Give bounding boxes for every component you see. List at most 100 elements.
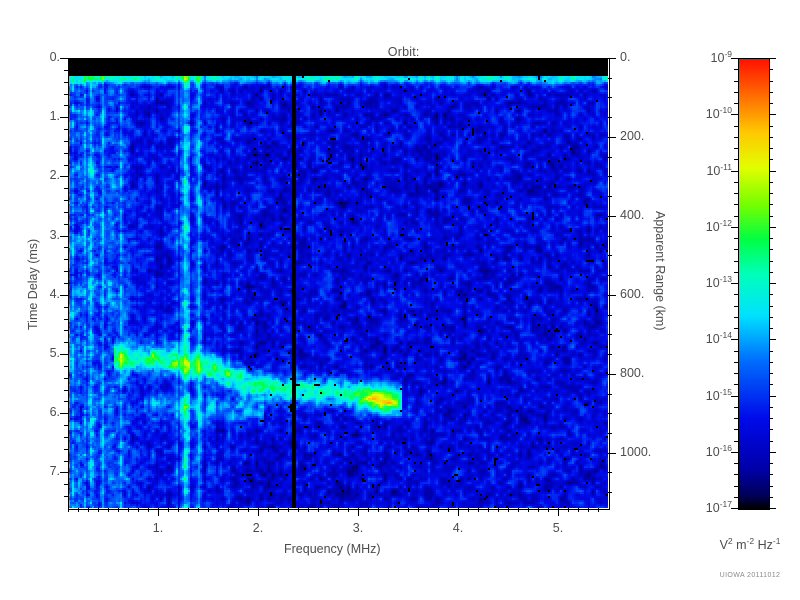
left-tick-minor [64,283,68,284]
colorbar-tick-major-right [769,58,776,59]
right-tick-major [608,137,616,138]
bottom-tick-minor [338,508,339,512]
colorbar-tick-minor [734,328,738,329]
colorbar-tick-minor-right [769,441,773,442]
bottom-tick-major [358,508,359,516]
right-tick-label: 1000. [620,445,652,459]
left-tick-minor [64,212,68,213]
colorbar-tick-major [731,58,738,59]
right-tick-minor [608,394,612,395]
colorbar-tick-minor-right [769,204,773,205]
colorbar-tick-minor-right [769,429,773,430]
bottom-tick-label: 2. [252,521,264,535]
colorbar-tick-minor-right [769,362,773,363]
right-tick-minor [608,472,612,473]
colorbar-tick-label: 10-15 [705,387,732,404]
bottom-tick-minor [218,508,219,512]
bottom-tick-minor [188,508,189,512]
right-tick-major [608,374,616,375]
colorbar-tick-minor [734,474,738,475]
left-tick-minor [64,271,68,272]
colorbar-tick-minor-right [769,328,773,329]
bottom-tick-minor [538,508,539,512]
bottom-tick-minor [248,508,249,512]
left-tick-label: 5. [49,346,60,360]
left-tick-major [60,176,68,177]
colorbar-tick-minor-right [769,486,773,487]
bottom-tick-minor [448,508,449,512]
colorbar-tick-minor [734,126,738,127]
colorbar-tick-minor-right [769,126,773,127]
left-tick-minor [64,188,68,189]
colorbar-tick-minor [734,182,738,183]
colorbar-tick-minor [734,103,738,104]
colorbar-tick-minor [734,317,738,318]
right-tick-minor [608,275,612,276]
colorbar-tick-label: 10-13 [705,274,732,291]
colorbar-tick-minor [734,272,738,273]
colorbar-tick-minor-right [769,137,773,138]
bottom-tick-minor [508,508,509,512]
bottom-tick-minor [238,508,239,512]
left-tick-major [60,295,68,296]
left-tick-major [60,236,68,237]
left-tick-major [60,58,68,59]
bottom-tick-minor [168,508,169,512]
bottom-tick-minor [478,508,479,512]
colorbar-tick-label: 10-14 [705,330,732,347]
bottom-tick-minor [568,508,569,512]
colorbar-tick-minor [734,306,738,307]
bottom-tick-minor [588,508,589,512]
left-tick-minor [64,94,68,95]
bottom-tick-minor [428,508,429,512]
bottom-tick-minor [178,508,179,512]
bottom-tick-minor [398,508,399,512]
bottom-tick-minor [518,508,519,512]
left-tick-label: 2. [49,168,60,182]
left-tick-minor [64,342,68,343]
colorbar-tick-minor-right [769,182,773,183]
bottom-tick-major [458,508,459,516]
colorbar-tick-minor-right [769,418,773,419]
left-tick-major [60,117,68,118]
colorbar-tick-minor [734,193,738,194]
bottom-tick-minor [88,508,89,512]
right-tick-label: 600. [620,287,645,301]
bottom-tick-minor [128,508,129,512]
bottom-tick-minor [528,508,529,512]
left-tick-minor [64,425,68,426]
colorbar-tick-minor-right [769,216,773,217]
bottom-tick-major [558,508,559,516]
right-axis-title: Apparent Range (km) [653,211,667,331]
colorbar-tick-minor [734,441,738,442]
bottom-tick-minor [268,508,269,512]
colorbar-tick-minor-right [769,261,773,262]
left-tick-minor [64,105,68,106]
colorbar-tick-major [731,283,738,284]
left-tick-minor [64,461,68,462]
colorbar-tick-major [731,114,738,115]
right-tick-minor [608,413,612,414]
colorbar-tick-minor [734,373,738,374]
colorbar-tick-minor-right [769,497,773,498]
bottom-tick-minor [98,508,99,512]
bottom-tick-minor [498,508,499,512]
colorbar-tick-minor-right [769,407,773,408]
colorbar-tick-minor-right [769,463,773,464]
bottom-tick-minor [578,508,579,512]
colorbar-tick-label: 10-10 [705,105,732,122]
left-tick-label: 4. [49,287,60,301]
colorbar-tick-minor [734,418,738,419]
colorbar-tick-major-right [769,339,776,340]
right-tick-minor [608,176,612,177]
colorbar-tick-minor [734,249,738,250]
left-tick-minor [64,330,68,331]
right-tick-major [608,216,616,217]
colorbar-tick-minor [734,261,738,262]
right-tick-minor [608,315,612,316]
colorbar-tick-minor-right [769,92,773,93]
colorbar-tick-minor-right [769,103,773,104]
left-tick-minor [64,496,68,497]
right-tick-minor [608,433,612,434]
right-tick-label: 200. [620,129,645,143]
